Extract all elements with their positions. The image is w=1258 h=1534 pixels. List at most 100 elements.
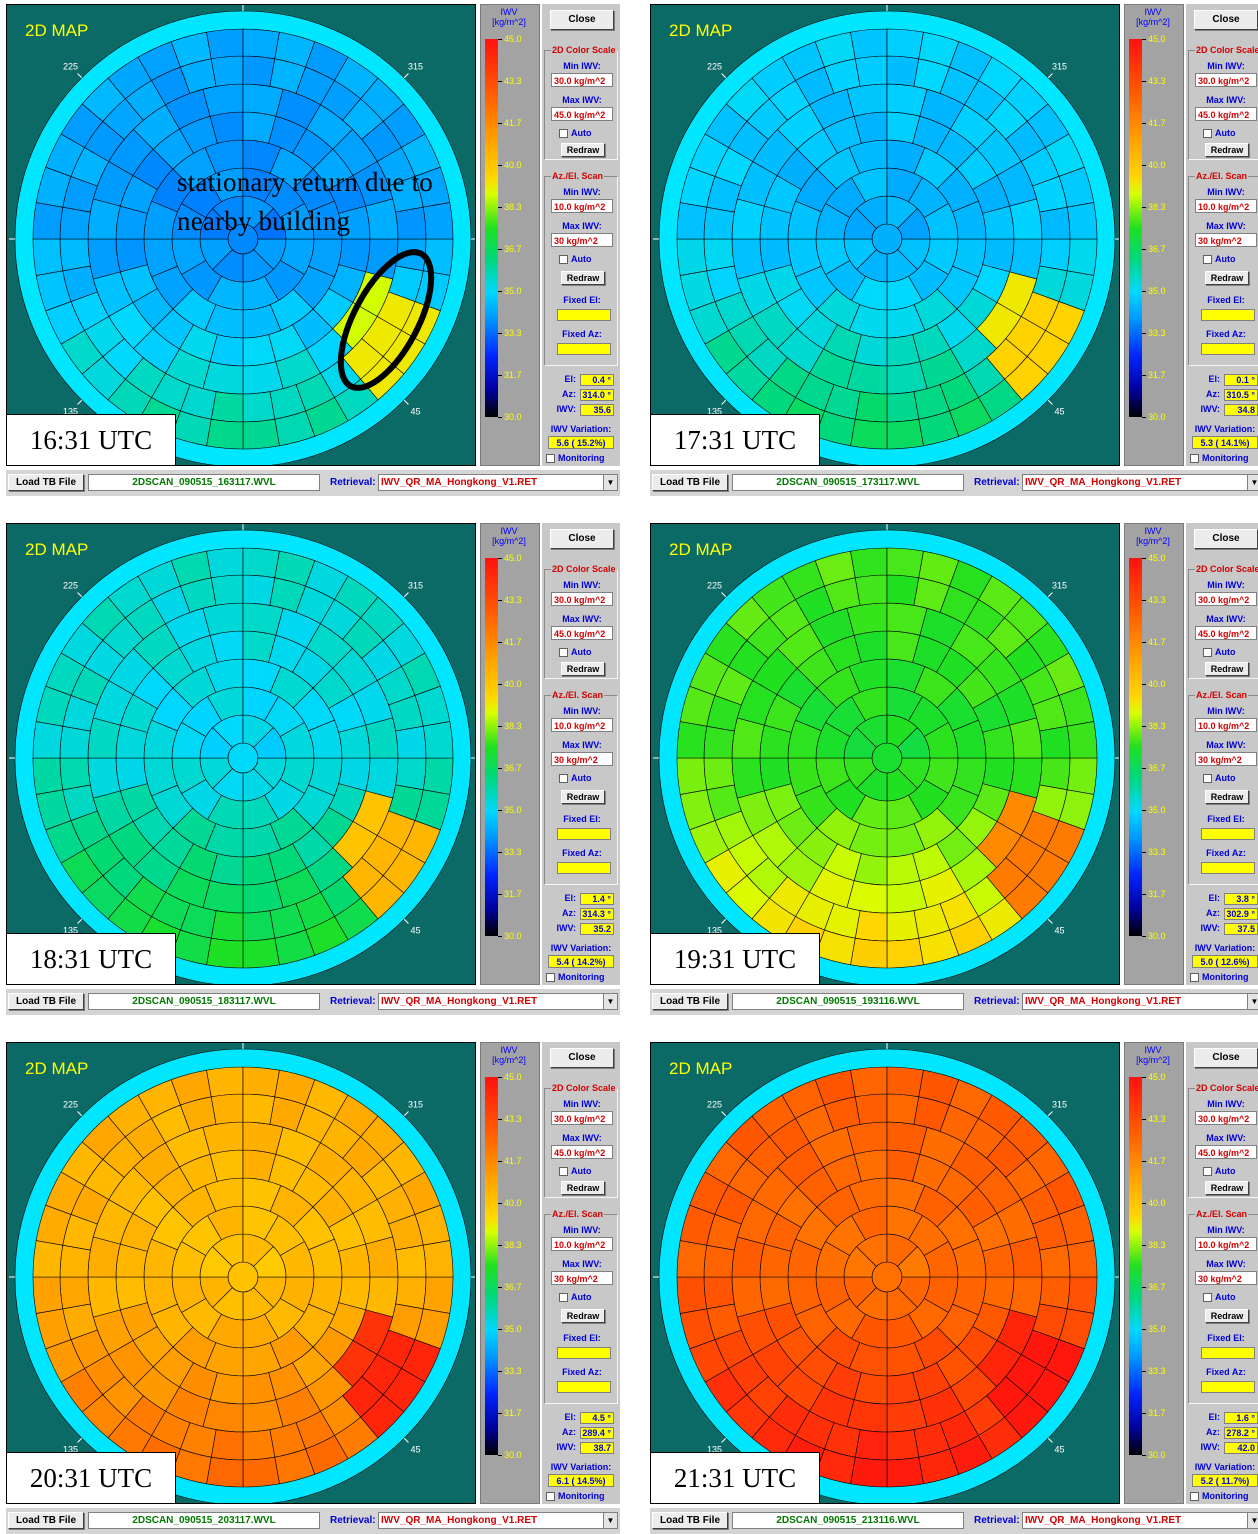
scan-auto-checkbox[interactable] xyxy=(1203,1293,1212,1302)
scan-redraw-button[interactable]: Redraw xyxy=(561,1309,605,1323)
color-max-iwv-field[interactable]: 45.0 kg/m^2 xyxy=(1195,1145,1257,1159)
close-button[interactable]: Close xyxy=(1194,529,1258,549)
scan-max-iwv-field[interactable]: 30 kg/m^2 xyxy=(551,1271,613,1285)
chevron-down-icon[interactable]: ▼ xyxy=(603,994,617,1009)
retrieval-label: Retrieval: xyxy=(974,477,1020,488)
fixed-az-field[interactable] xyxy=(1201,343,1255,355)
color-min-iwv-field[interactable]: 30.0 kg/m^2 xyxy=(1195,73,1257,87)
scan-min-iwv-field[interactable]: 10.0 kg/m^2 xyxy=(551,718,613,732)
color-min-iwv-field[interactable]: 30.0 kg/m^2 xyxy=(1195,1111,1257,1125)
scan-auto-checkbox[interactable] xyxy=(1203,255,1212,264)
fixed-az-field[interactable] xyxy=(557,1381,611,1393)
color-min-iwv-field[interactable]: 30.0 kg/m^2 xyxy=(551,592,613,606)
polar-iwv-map[interactable]: 27031504590135180225 xyxy=(7,5,475,465)
chevron-down-icon[interactable]: ▼ xyxy=(1247,1513,1258,1528)
polar-iwv-map[interactable]: 27031504590135180225 xyxy=(651,5,1119,465)
fixed-el-field[interactable] xyxy=(1201,309,1255,321)
scan-auto-checkbox[interactable] xyxy=(559,774,568,783)
polar-iwv-map[interactable]: 27031504590135180225 xyxy=(7,1043,475,1503)
fixed-az-field[interactable] xyxy=(1201,862,1255,874)
close-button[interactable]: Close xyxy=(550,1048,614,1068)
color-max-iwv-field[interactable]: 45.0 kg/m^2 xyxy=(551,107,613,121)
fixed-el-field[interactable] xyxy=(1201,1347,1255,1359)
polar-iwv-map[interactable]: 27031504590135180225 xyxy=(651,1043,1119,1503)
color-auto-checkbox[interactable] xyxy=(1203,648,1212,657)
fixed-el-field[interactable] xyxy=(557,309,611,321)
load-tb-file-button[interactable]: Load TB File xyxy=(652,474,728,491)
scan-max-iwv-field[interactable]: 30 kg/m^2 xyxy=(1195,233,1257,247)
scan-auto-checkbox[interactable] xyxy=(559,255,568,264)
fixed-el-field[interactable] xyxy=(557,1347,611,1359)
retrieval-select[interactable]: IWV_QR_MA_Hongkong_V1.RET ▼ xyxy=(1022,474,1258,491)
chevron-down-icon[interactable]: ▼ xyxy=(603,1513,617,1528)
colorbar-tick-label: 43.3 xyxy=(504,595,522,605)
color-redraw-button[interactable]: Redraw xyxy=(1205,662,1249,676)
color-redraw-button[interactable]: Redraw xyxy=(561,662,605,676)
fixed-az-field[interactable] xyxy=(1201,1381,1255,1393)
scan-min-iwv-field[interactable]: 10.0 kg/m^2 xyxy=(551,199,613,213)
scan-max-iwv-field[interactable]: 30 kg/m^2 xyxy=(551,233,613,247)
retrieval-select[interactable]: IWV_QR_MA_Hongkong_V1.RET ▼ xyxy=(378,1512,618,1529)
fixed-az-field[interactable] xyxy=(557,343,611,355)
chevron-down-icon[interactable]: ▼ xyxy=(1247,994,1258,1009)
fixed-az-field[interactable] xyxy=(557,862,611,874)
polar-iwv-map[interactable]: 27031504590135180225 xyxy=(7,524,475,984)
scan-min-iwv-field[interactable]: 10.0 kg/m^2 xyxy=(551,1237,613,1251)
scan-min-iwv-field[interactable]: 10.0 kg/m^2 xyxy=(1195,718,1257,732)
scan-auto-checkbox[interactable] xyxy=(1203,774,1212,783)
retrieval-select[interactable]: IWV_QR_MA_Hongkong_V1.RET ▼ xyxy=(1022,993,1258,1010)
close-button[interactable]: Close xyxy=(1194,10,1258,30)
color-auto-checkbox[interactable] xyxy=(559,129,568,138)
monitoring-checkbox[interactable] xyxy=(1190,973,1199,982)
color-redraw-button[interactable]: Redraw xyxy=(561,143,605,157)
color-min-iwv-field[interactable]: 30.0 kg/m^2 xyxy=(1195,592,1257,606)
color-max-iwv-field[interactable]: 45.0 kg/m^2 xyxy=(551,626,613,640)
color-min-iwv-field[interactable]: 30.0 kg/m^2 xyxy=(551,73,613,87)
scan-redraw-button[interactable]: Redraw xyxy=(561,271,605,285)
load-tb-file-button[interactable]: Load TB File xyxy=(652,1512,728,1529)
scan-max-iwv-field[interactable]: 30 kg/m^2 xyxy=(1195,752,1257,766)
monitoring-checkbox[interactable] xyxy=(546,973,555,982)
close-button[interactable]: Close xyxy=(1194,1048,1258,1068)
color-scale-group: 2D Color Scale Min IWV: 30.0 kg/m^2 Max … xyxy=(1188,564,1258,679)
color-min-iwv-field[interactable]: 30.0 kg/m^2 xyxy=(551,1111,613,1125)
scan-min-iwv-field[interactable]: 10.0 kg/m^2 xyxy=(1195,199,1257,213)
color-redraw-button[interactable]: Redraw xyxy=(1205,143,1249,157)
load-tb-file-button[interactable]: Load TB File xyxy=(8,474,84,491)
scan-auto-checkbox[interactable] xyxy=(559,1293,568,1302)
map-cell xyxy=(886,547,924,579)
color-max-iwv-field[interactable]: 45.0 kg/m^2 xyxy=(551,1145,613,1159)
scan-max-iwv-field[interactable]: 30 kg/m^2 xyxy=(551,752,613,766)
load-tb-file-button[interactable]: Load TB File xyxy=(8,993,84,1010)
color-max-iwv-field[interactable]: 45.0 kg/m^2 xyxy=(1195,626,1257,640)
color-auto-checkbox[interactable] xyxy=(1203,129,1212,138)
monitoring-checkbox[interactable] xyxy=(546,454,555,463)
scan-redraw-button[interactable]: Redraw xyxy=(561,790,605,804)
color-auto-checkbox[interactable] xyxy=(1203,1167,1212,1176)
scan-max-iwv-field[interactable]: 30 kg/m^2 xyxy=(1195,1271,1257,1285)
monitoring-checkbox[interactable] xyxy=(1190,454,1199,463)
color-redraw-button[interactable]: Redraw xyxy=(561,1181,605,1195)
color-auto-checkbox[interactable] xyxy=(559,648,568,657)
retrieval-select[interactable]: IWV_QR_MA_Hongkong_V1.RET ▼ xyxy=(1022,1512,1258,1529)
load-tb-file-button[interactable]: Load TB File xyxy=(652,993,728,1010)
polar-iwv-map[interactable]: 27031504590135180225 xyxy=(651,524,1119,984)
load-tb-file-button[interactable]: Load TB File xyxy=(8,1512,84,1529)
color-max-iwv-field[interactable]: 45.0 kg/m^2 xyxy=(1195,107,1257,121)
fixed-el-field[interactable] xyxy=(557,828,611,840)
monitoring-checkbox[interactable] xyxy=(546,1492,555,1501)
scan-redraw-button[interactable]: Redraw xyxy=(1205,790,1249,804)
retrieval-select[interactable]: IWV_QR_MA_Hongkong_V1.RET ▼ xyxy=(378,993,618,1010)
fixed-el-field[interactable] xyxy=(1201,828,1255,840)
color-redraw-button[interactable]: Redraw xyxy=(1205,1181,1249,1195)
retrieval-select[interactable]: IWV_QR_MA_Hongkong_V1.RET ▼ xyxy=(378,474,618,491)
chevron-down-icon[interactable]: ▼ xyxy=(603,475,617,490)
scan-redraw-button[interactable]: Redraw xyxy=(1205,271,1249,285)
monitoring-checkbox[interactable] xyxy=(1190,1492,1199,1501)
close-button[interactable]: Close xyxy=(550,529,614,549)
scan-redraw-button[interactable]: Redraw xyxy=(1205,1309,1249,1323)
close-button[interactable]: Close xyxy=(550,10,614,30)
chevron-down-icon[interactable]: ▼ xyxy=(1247,475,1258,490)
color-auto-checkbox[interactable] xyxy=(559,1167,568,1176)
scan-min-iwv-field[interactable]: 10.0 kg/m^2 xyxy=(1195,1237,1257,1251)
